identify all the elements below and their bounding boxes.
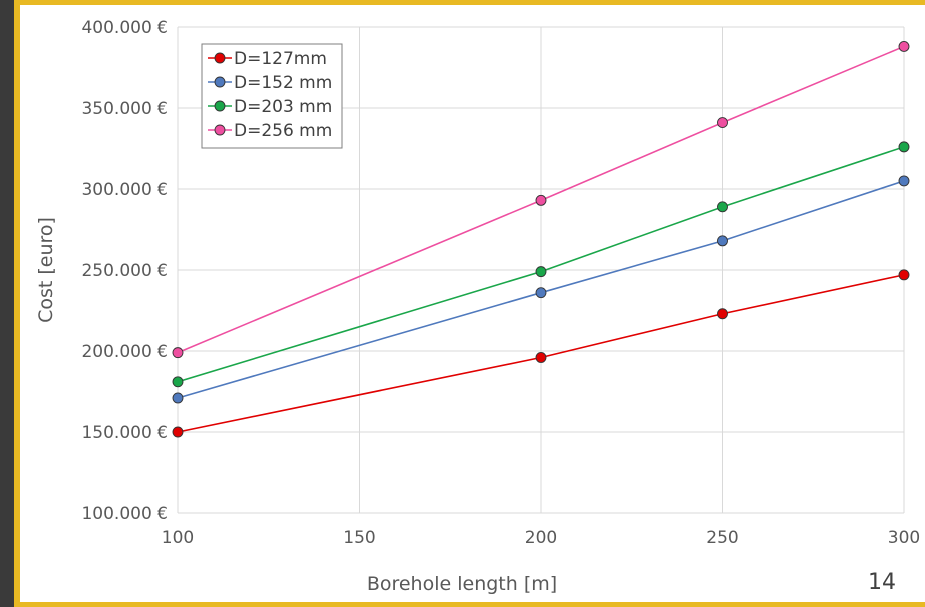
slide-panel bbox=[20, 5, 925, 602]
y-tick-label: 150.000 € bbox=[81, 423, 168, 443]
data-point bbox=[535, 352, 547, 363]
legend-label: D=152 mm bbox=[234, 73, 332, 93]
data-point bbox=[172, 392, 184, 404]
series-3 bbox=[172, 141, 910, 388]
data-point bbox=[172, 376, 184, 388]
data-point bbox=[717, 117, 728, 129]
x-tick-label: 100 bbox=[162, 528, 194, 548]
y-tick-label: 100.000 € bbox=[81, 504, 168, 524]
data-point bbox=[717, 235, 728, 247]
slide-number: 14 bbox=[868, 570, 896, 595]
legend-label: D=203 mm bbox=[234, 97, 332, 117]
series-1 bbox=[172, 269, 910, 438]
legend-label: D=127mm bbox=[234, 49, 327, 69]
data-point bbox=[172, 426, 184, 438]
series-lines bbox=[172, 40, 910, 438]
series-4 bbox=[172, 40, 910, 359]
series-line bbox=[177, 274, 905, 433]
y-tick-label: 300.000 € bbox=[81, 180, 168, 200]
x-axis-tick-labels: 100 150 200 250 300 bbox=[162, 528, 920, 548]
data-point bbox=[898, 141, 910, 153]
data-point bbox=[717, 201, 728, 213]
legend-swatch-marker bbox=[214, 100, 226, 112]
data-point bbox=[898, 269, 910, 281]
legend-swatch-marker bbox=[214, 124, 226, 136]
series-line bbox=[177, 45, 905, 354]
data-point bbox=[172, 347, 184, 359]
data-point bbox=[535, 287, 547, 299]
x-tick-label: 250 bbox=[706, 528, 738, 548]
y-tick-label: 200.000 € bbox=[81, 342, 168, 362]
data-point bbox=[535, 194, 547, 206]
legend: D=127mm D=152 mm D=203 mm D=256 mm bbox=[201, 43, 343, 149]
legend-item: D=256 mm bbox=[208, 121, 332, 141]
y-tick-label: 350.000 € bbox=[81, 99, 168, 119]
legend-label: D=256 mm bbox=[234, 121, 332, 141]
x-tick-label: 300 bbox=[888, 528, 920, 548]
legend-swatch-marker bbox=[214, 52, 226, 64]
series-line bbox=[177, 146, 905, 383]
data-point bbox=[898, 175, 910, 187]
series-line bbox=[177, 180, 905, 399]
data-point bbox=[717, 308, 728, 320]
data-point bbox=[535, 266, 547, 278]
legend-item: D=152 mm bbox=[208, 73, 332, 93]
y-axis-tick-labels: 100.000 € 150.000 € 200.000 € 250.000 € 300.… bbox=[81, 18, 168, 524]
series-2 bbox=[172, 175, 910, 404]
x-axis-title: Borehole length [m] bbox=[367, 573, 557, 595]
x-tick-label: 200 bbox=[525, 528, 557, 548]
data-point bbox=[898, 40, 910, 52]
y-axis-title: Cost [euro] bbox=[35, 217, 57, 323]
x-tick-label: 150 bbox=[343, 528, 375, 548]
legend-item: D=127mm bbox=[208, 49, 327, 69]
y-tick-label: 400.000 € bbox=[81, 18, 168, 38]
legend-swatch-marker bbox=[214, 76, 226, 88]
legend-item: D=203 mm bbox=[208, 97, 332, 117]
y-tick-label: 250.000 € bbox=[81, 261, 168, 281]
